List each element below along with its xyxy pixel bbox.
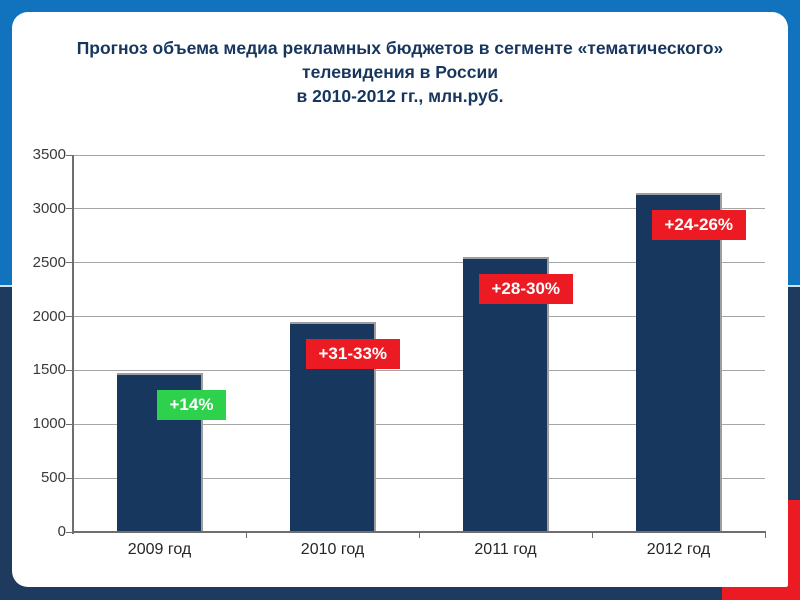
growth-badge: +14% [156, 389, 227, 420]
x-axis-tick [246, 532, 247, 538]
bar [635, 192, 722, 532]
y-axis-tick [66, 262, 73, 264]
growth-badge: +28-30% [478, 274, 574, 305]
category-label: 2012 год [646, 541, 711, 558]
slide-title: Прогноз объема медиа рекламных бюджетов … [0, 36, 800, 108]
category-label: 2009 год [127, 541, 192, 558]
y-axis-tick [66, 423, 73, 425]
slide-title-line-1: Прогноз объема медиа рекламных бюджетов … [76, 38, 724, 58]
y-axis-tick [66, 316, 73, 318]
y-axis-label: 3500 [32, 146, 66, 163]
y-axis-line [72, 155, 74, 534]
frame-red-bottom-edge [722, 587, 800, 600]
y-axis-label: 1500 [32, 361, 66, 379]
y-axis-tick [66, 369, 73, 371]
growth-badge: +31-33% [305, 338, 401, 369]
y-axis-label: 3000 [32, 199, 66, 217]
y-axis-tick [66, 531, 73, 533]
y-axis-label: 2500 [32, 253, 66, 271]
gridline [73, 154, 765, 156]
gridline [73, 262, 765, 264]
y-axis-tick [66, 154, 73, 156]
category-label: 2010 год [300, 541, 365, 558]
y-axis-tick [66, 208, 73, 210]
category-label: 2011 год [474, 541, 537, 558]
x-axis-line [72, 531, 766, 533]
growth-badge: +24-26% [651, 209, 747, 240]
x-axis-tick [592, 532, 593, 538]
gridline [73, 369, 765, 371]
gridline [73, 208, 765, 210]
y-axis-label: 1000 [32, 415, 66, 433]
y-axis-label: 2000 [32, 307, 66, 325]
y-axis-tick [66, 477, 73, 479]
slide-title-line-2: телевидения в России [302, 62, 498, 82]
frame-red-right-edge [788, 500, 800, 600]
y-axis-label: 500 [40, 469, 66, 487]
slide-title-line-3: в 2010-2012 гг., млн.руб. [296, 86, 504, 106]
y-axis-label: 0 [57, 523, 66, 540]
gridline [73, 477, 765, 479]
x-axis-tick [419, 532, 420, 538]
x-axis-tick [765, 532, 766, 538]
gridline [73, 423, 765, 425]
gridline [73, 316, 765, 318]
